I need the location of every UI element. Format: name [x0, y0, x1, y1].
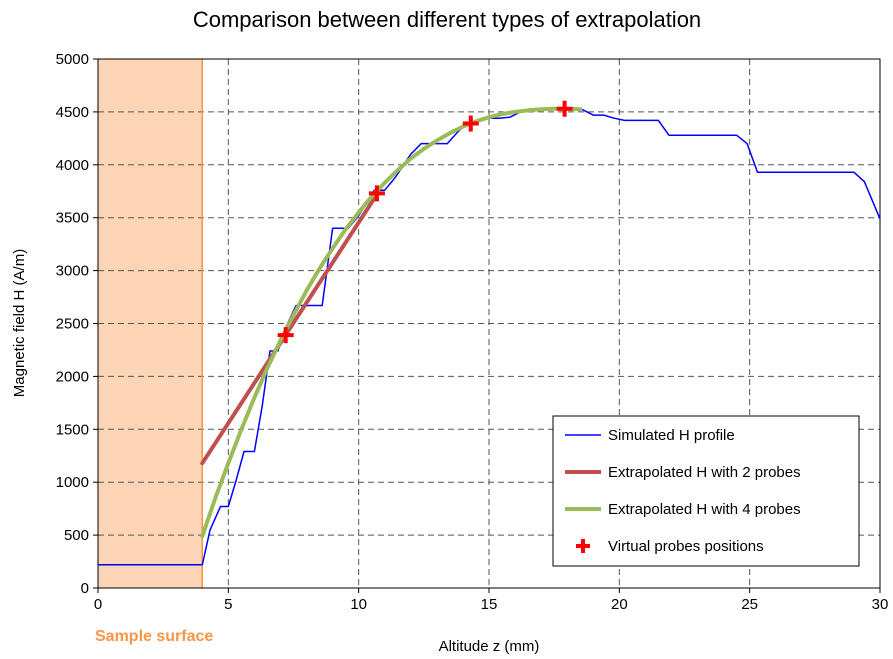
x-axis-ticks: 0 5 10 15 20 25 30: [94, 588, 889, 613]
y-tick-label: 5000: [56, 51, 89, 68]
chart-title: Comparison between different types of ex…: [193, 7, 701, 32]
x-tick-label: 5: [224, 596, 232, 613]
x-tick-label: 25: [741, 596, 758, 613]
y-axis-ticks: 0 500 1000 1500 2000 2500 3000 3500 4000 4500 5000: [56, 51, 98, 597]
y-tick-label: 1500: [56, 421, 89, 438]
x-tick-label: 10: [350, 596, 367, 613]
y-tick-label: 4000: [56, 157, 89, 174]
x-tick-label: 20: [611, 596, 628, 613]
legend: Simulated H profile Extrapolated H with 2…: [553, 416, 859, 566]
y-tick-label: 500: [64, 527, 89, 544]
y-tick-label: 2000: [56, 368, 89, 385]
sample-surface-label: Sample surface: [95, 628, 213, 645]
legend-label: Virtual probes positions: [608, 538, 764, 555]
x-tick-label: 30: [872, 596, 889, 613]
y-tick-label: 0: [81, 580, 89, 597]
y-tick-label: 4500: [56, 104, 89, 121]
y-tick-label: 2500: [56, 316, 89, 333]
y-axis-label: Magnetic field H (A/m): [11, 249, 28, 397]
x-tick-label: 0: [94, 596, 102, 613]
y-tick-label: 1000: [56, 474, 89, 491]
y-tick-label: 3500: [56, 210, 89, 227]
legend-label: Extrapolated H with 2 probes: [608, 464, 801, 481]
y-tick-label: 3000: [56, 263, 89, 280]
x-tick-label: 15: [481, 596, 498, 613]
legend-label: Simulated H profile: [608, 427, 735, 444]
legend-label: Extrapolated H with 4 probes: [608, 501, 801, 518]
x-axis-label: Altitude z (mm): [439, 638, 540, 655]
